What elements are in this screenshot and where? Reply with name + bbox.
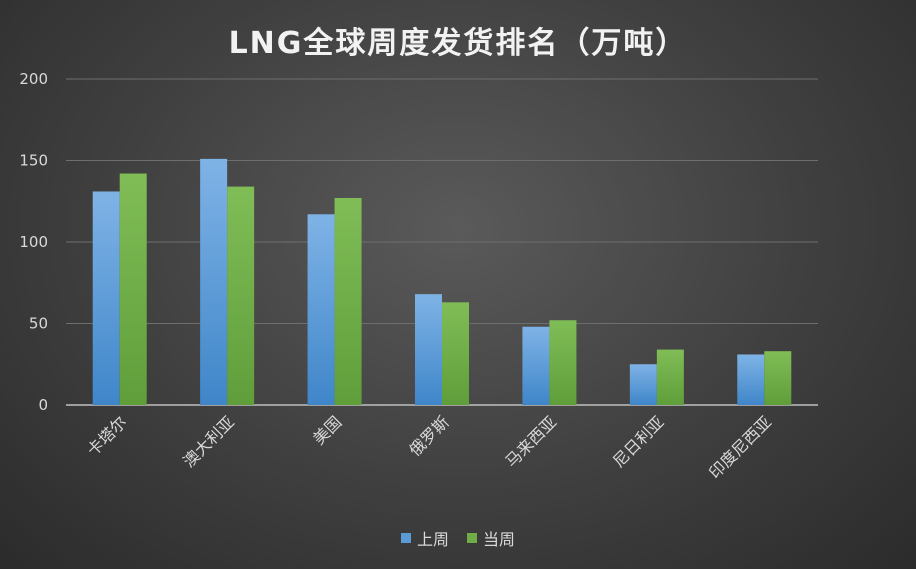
category-label: 澳大利亚	[179, 412, 238, 471]
bar-last-week-2	[307, 214, 335, 405]
legend-swatch-series-0	[400, 533, 411, 543]
legend-label-series-1: 当周	[483, 530, 516, 549]
legend-item-series-0: 上周	[400, 526, 449, 550]
y-tick-label: 150	[19, 152, 48, 170]
y-tick-label: 200	[19, 70, 48, 88]
x-axis-category-labels: 卡塔尔 澳大利亚 美国 俄罗斯 马来西亚 尼日利亚 印度尼西亚	[83, 412, 775, 482]
legend-label-series-0: 上周	[416, 530, 449, 549]
bar-last-week-6	[737, 354, 765, 405]
bar-this-week-0	[119, 173, 147, 405]
category-label: 卡塔尔	[83, 412, 130, 459]
category-label: 美国	[309, 412, 345, 448]
bar-last-week-5	[629, 364, 657, 405]
bar-this-week-2	[334, 197, 362, 405]
category-label: 俄罗斯	[405, 412, 452, 459]
bars	[92, 158, 792, 405]
bar-last-week-0	[92, 191, 120, 405]
y-axis-tick-labels: 0 50 100 150 200	[19, 70, 48, 414]
bar-last-week-4	[522, 326, 550, 405]
bar-this-week-4	[549, 320, 577, 405]
y-tick-label: 0	[38, 396, 48, 414]
legend-swatch-series-1	[467, 533, 477, 543]
bar-this-week-5	[656, 349, 684, 405]
category-label: 马来西亚	[502, 412, 561, 471]
bar-this-week-3	[442, 302, 469, 405]
category-label: 印度尼西亚	[705, 412, 775, 482]
bar-last-week-1	[200, 158, 228, 405]
legend: 上周 当周	[0, 526, 916, 550]
bar-this-week-6	[764, 351, 792, 405]
category-label: 尼日利亚	[609, 412, 668, 471]
chart-title: LNG全球周度发货排名（万吨）	[228, 26, 688, 61]
y-tick-label: 50	[29, 315, 48, 333]
bar-last-week-3	[415, 294, 442, 405]
legend-item-series-1: 当周	[467, 526, 515, 550]
y-tick-label: 100	[19, 233, 48, 251]
bar-this-week-1	[227, 186, 255, 405]
